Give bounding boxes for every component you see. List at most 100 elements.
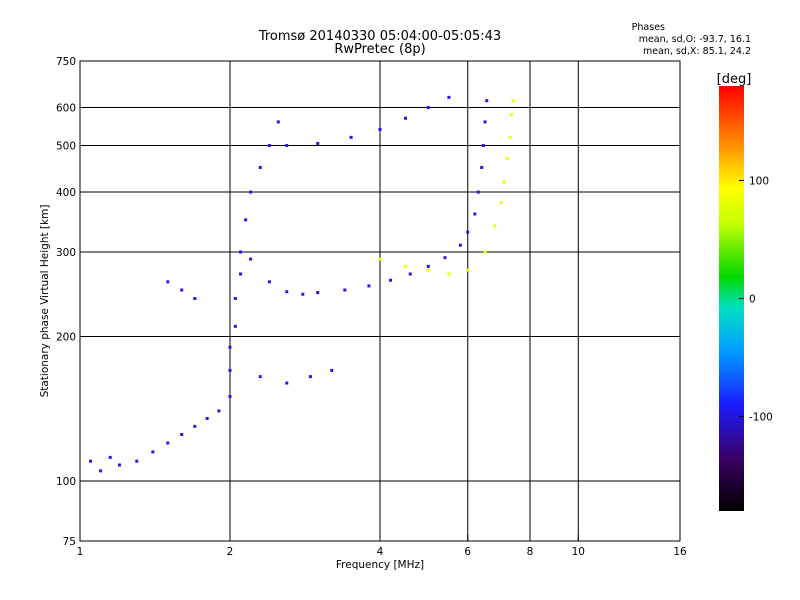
x-tick-label: 1 — [77, 546, 84, 558]
data-point-o — [426, 106, 430, 110]
y-tick-label: 400 — [56, 187, 76, 199]
data-point-x — [510, 113, 514, 117]
data-point-o — [249, 190, 253, 194]
y-tick-label: 600 — [56, 103, 76, 115]
y-tick-label: 750 — [56, 56, 76, 68]
data-point-x — [447, 272, 451, 276]
data-point-o — [258, 165, 262, 169]
grid-lines — [80, 61, 680, 541]
data-point-o — [228, 345, 232, 349]
y-tick-label: 500 — [56, 141, 76, 153]
x-tick-label: 2 — [227, 546, 234, 558]
data-points — [89, 95, 515, 473]
data-point-o — [447, 95, 451, 99]
data-point-o — [135, 459, 139, 463]
axis-ticks: 1 2 4 6 8 10 16 75 100 200 300 400 500 600 750 — [56, 56, 687, 558]
data-point-o — [217, 409, 221, 413]
data-point-o — [267, 144, 271, 148]
data-point-o — [233, 324, 237, 328]
data-point-o — [285, 290, 289, 294]
data-point-o — [108, 455, 112, 459]
data-point-x — [505, 156, 509, 160]
data-point-o — [378, 127, 382, 131]
data-point-o — [233, 297, 237, 301]
data-point-o — [166, 280, 170, 284]
x-tick-label: 4 — [377, 546, 384, 558]
data-point-o — [308, 375, 312, 379]
colorbar-tick-label: 0 — [749, 294, 756, 306]
data-point-o — [151, 450, 155, 454]
data-point-o — [193, 297, 197, 301]
y-tick-label: 100 — [56, 476, 76, 488]
colorbar-tick-label: 100 — [749, 175, 769, 187]
data-point-o — [239, 272, 243, 276]
data-point-x — [483, 250, 487, 254]
phases-x-stats: mean, sd,X: 85.1, 24.2 — [643, 46, 751, 57]
x-axis-label: Frequency [MHz] — [336, 559, 424, 571]
data-point-o — [285, 144, 289, 148]
data-point-o — [485, 99, 489, 103]
data-point-o — [180, 433, 184, 437]
data-point-o — [480, 165, 484, 169]
data-point-o — [99, 469, 103, 473]
data-point-o — [285, 381, 289, 385]
data-point-o — [166, 441, 170, 445]
y-tick-label: 300 — [56, 247, 76, 259]
data-point-o — [443, 256, 447, 260]
x-tick-label: 8 — [527, 546, 534, 558]
data-point-o — [205, 416, 209, 420]
y-tick-label: 75 — [63, 536, 76, 548]
data-point-o — [408, 272, 412, 276]
data-point-o — [244, 218, 248, 222]
data-point-o — [458, 243, 462, 247]
data-point-o — [466, 230, 470, 234]
y-axis-label: Stationary phase Virtual Height [km] — [39, 205, 51, 398]
data-point-o — [193, 424, 197, 428]
data-point-x — [508, 135, 512, 139]
data-point-o — [239, 250, 243, 254]
data-point-x — [466, 268, 470, 272]
colorbar-tick-label: -100 — [749, 412, 773, 424]
data-point-x — [378, 257, 382, 261]
data-point-o — [426, 264, 430, 268]
data-point-o — [228, 368, 232, 372]
colorbar-ticks: 100 0 -100 — [739, 175, 773, 424]
data-point-o — [483, 120, 487, 124]
chart-title: Tromsø 20140330 05:04:00-05:05:43 — [258, 29, 501, 44]
data-point-x — [493, 224, 497, 228]
data-point-o — [476, 190, 480, 194]
data-point-o — [180, 288, 184, 292]
data-point-o — [367, 284, 371, 288]
chart-subtitle: RwPretec (8p) — [334, 42, 425, 57]
data-point-o — [301, 292, 305, 296]
data-point-o — [117, 463, 121, 467]
data-point-o — [316, 291, 320, 295]
data-point-o — [249, 257, 253, 261]
data-point-x — [426, 268, 430, 272]
x-tick-label: 16 — [673, 546, 687, 558]
data-point-x — [403, 264, 407, 268]
data-point-o — [389, 278, 393, 282]
data-point-o — [330, 368, 334, 372]
x-tick-label: 10 — [572, 546, 585, 558]
colorbar-label: [deg] — [717, 72, 752, 87]
data-point-x — [502, 180, 506, 184]
data-point-o — [403, 116, 407, 120]
data-point-o — [481, 144, 485, 148]
data-point-o — [343, 288, 347, 292]
data-point-o — [89, 459, 93, 463]
data-point-o — [267, 280, 271, 284]
data-point-o — [228, 395, 232, 399]
data-point-o — [316, 141, 320, 145]
data-point-o — [258, 375, 262, 379]
y-tick-label: 200 — [56, 332, 76, 344]
x-tick-label: 6 — [464, 546, 471, 558]
plot-area: 1 2 4 6 8 10 16 75 100 200 300 400 500 600 750 — [56, 56, 687, 558]
data-point-o — [473, 212, 477, 216]
data-point-o — [276, 120, 280, 124]
phases-title: Phases — [632, 22, 665, 33]
phases-o-stats: mean, sd,O: -93.7, 16.1 — [639, 34, 751, 45]
data-point-x — [499, 201, 503, 205]
